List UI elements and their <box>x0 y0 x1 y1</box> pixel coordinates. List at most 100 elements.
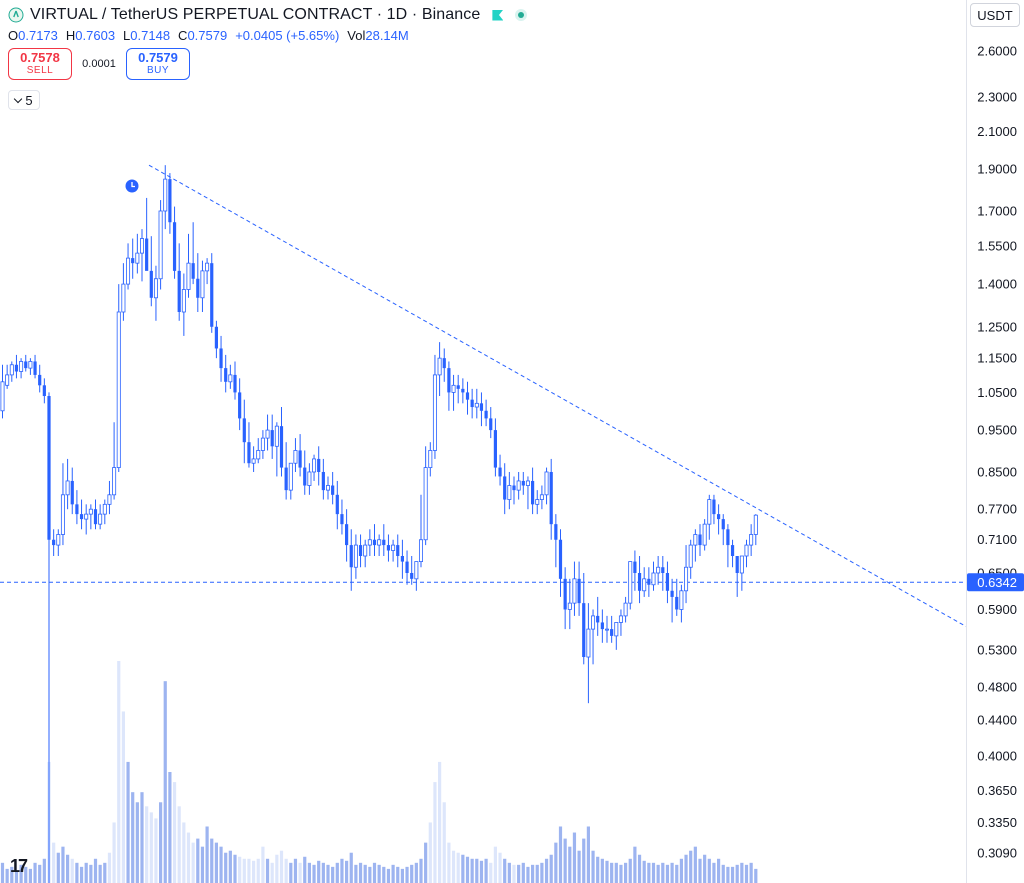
candle <box>679 584 684 623</box>
trendline[interactable] <box>148 164 967 627</box>
candle-body <box>577 578 581 604</box>
current-price-label-bg <box>967 573 1024 592</box>
candle <box>647 567 651 597</box>
candle-body <box>88 508 93 515</box>
candle-body <box>693 534 698 546</box>
volume-bar <box>284 858 288 883</box>
candle <box>739 555 744 591</box>
price-tick-label: 2.1000 <box>977 124 1017 139</box>
candle <box>372 524 377 557</box>
candle <box>233 361 237 400</box>
candle <box>270 414 274 459</box>
volume-bar <box>489 862 493 883</box>
candle-body <box>503 476 507 500</box>
candle <box>391 539 396 562</box>
candle <box>107 480 112 515</box>
candle-body <box>753 514 758 535</box>
close-label: C <box>178 28 188 43</box>
volume-bar <box>554 842 558 883</box>
candle <box>586 603 591 704</box>
candle-body <box>688 544 693 568</box>
candle <box>265 414 270 451</box>
candle <box>753 514 758 546</box>
volume-bar <box>396 866 400 883</box>
volume-bar <box>345 860 349 883</box>
sell-button[interactable]: 0.7578 SELL <box>8 48 72 80</box>
clock-icon[interactable] <box>125 179 139 193</box>
volume-bar <box>484 858 488 883</box>
volume-bar <box>451 850 456 883</box>
candle-body <box>270 430 274 447</box>
candle <box>507 471 512 510</box>
candle <box>410 556 414 585</box>
price-tick-label: 0.7700 <box>977 502 1017 517</box>
candle-body <box>744 544 749 557</box>
candle <box>628 561 633 610</box>
volume-bar <box>42 858 46 883</box>
volume-bar <box>354 864 358 883</box>
price-tick-label: 1.5500 <box>977 238 1017 253</box>
candle <box>451 374 456 411</box>
candle-body <box>84 513 89 520</box>
tradingview-logo: 17 <box>10 856 28 877</box>
price-tick-label: 1.0500 <box>977 385 1017 400</box>
candle-body <box>60 494 65 535</box>
volume-bar <box>600 858 604 883</box>
candle-body <box>442 358 446 369</box>
candle-body <box>489 418 493 431</box>
candle <box>42 378 46 404</box>
candle-body <box>238 392 242 419</box>
candle-body <box>377 539 382 546</box>
candle <box>242 399 246 464</box>
candle-body <box>260 437 265 451</box>
volume-bar <box>675 864 679 883</box>
candle-body <box>428 450 433 468</box>
candle-body <box>618 615 623 623</box>
volume-bar <box>145 806 149 883</box>
volume-bar <box>238 856 242 883</box>
candle <box>367 529 372 557</box>
candle-body <box>139 238 144 254</box>
candle-body <box>331 485 335 495</box>
volume-bar <box>38 864 42 883</box>
flag-icon[interactable] <box>492 9 504 21</box>
candle <box>614 622 619 650</box>
candle-body <box>739 555 744 574</box>
candle <box>503 463 507 515</box>
candle <box>196 253 200 312</box>
market-status-icon[interactable] <box>515 9 528 21</box>
candle <box>0 364 5 419</box>
volume-bar <box>577 850 581 883</box>
volume-bar <box>317 860 321 883</box>
indicators-toggle-button[interactable]: 5 <box>8 90 40 110</box>
volume-bar <box>586 826 590 883</box>
candle-body <box>24 361 28 369</box>
currency-button[interactable]: USDT <box>970 3 1020 27</box>
volume-bar <box>279 850 284 883</box>
candle <box>353 534 358 579</box>
candle <box>498 454 502 486</box>
current-price-label: 0.6342 <box>977 575 1017 590</box>
volume-bar <box>442 802 446 883</box>
volume-bar <box>252 860 256 883</box>
candle-body <box>628 561 633 604</box>
symbol-title[interactable]: VIRTUAL / TetherUS PERPETUAL CONTRACT · … <box>30 6 481 23</box>
volume-bar <box>400 868 404 883</box>
price-axis[interactable]: 2.6000 2.3000 2.1000 1.9000 1.7000 1.5500 1.40… <box>967 44 1024 861</box>
candle-body <box>65 480 70 496</box>
volume-bar <box>633 846 637 883</box>
candle-body <box>14 364 19 372</box>
candle-body <box>186 262 191 290</box>
candle-body <box>702 523 707 546</box>
candle <box>484 399 488 427</box>
candle-body <box>623 602 628 617</box>
volume-bar <box>628 858 632 883</box>
volume-bar <box>93 858 98 883</box>
buy-button[interactable]: 0.7579 BUY <box>126 48 190 80</box>
volume-bar <box>75 862 79 883</box>
candle-body <box>605 628 610 631</box>
volume-bar <box>107 852 112 883</box>
candle-body <box>637 572 642 591</box>
volume-bar <box>498 852 502 883</box>
